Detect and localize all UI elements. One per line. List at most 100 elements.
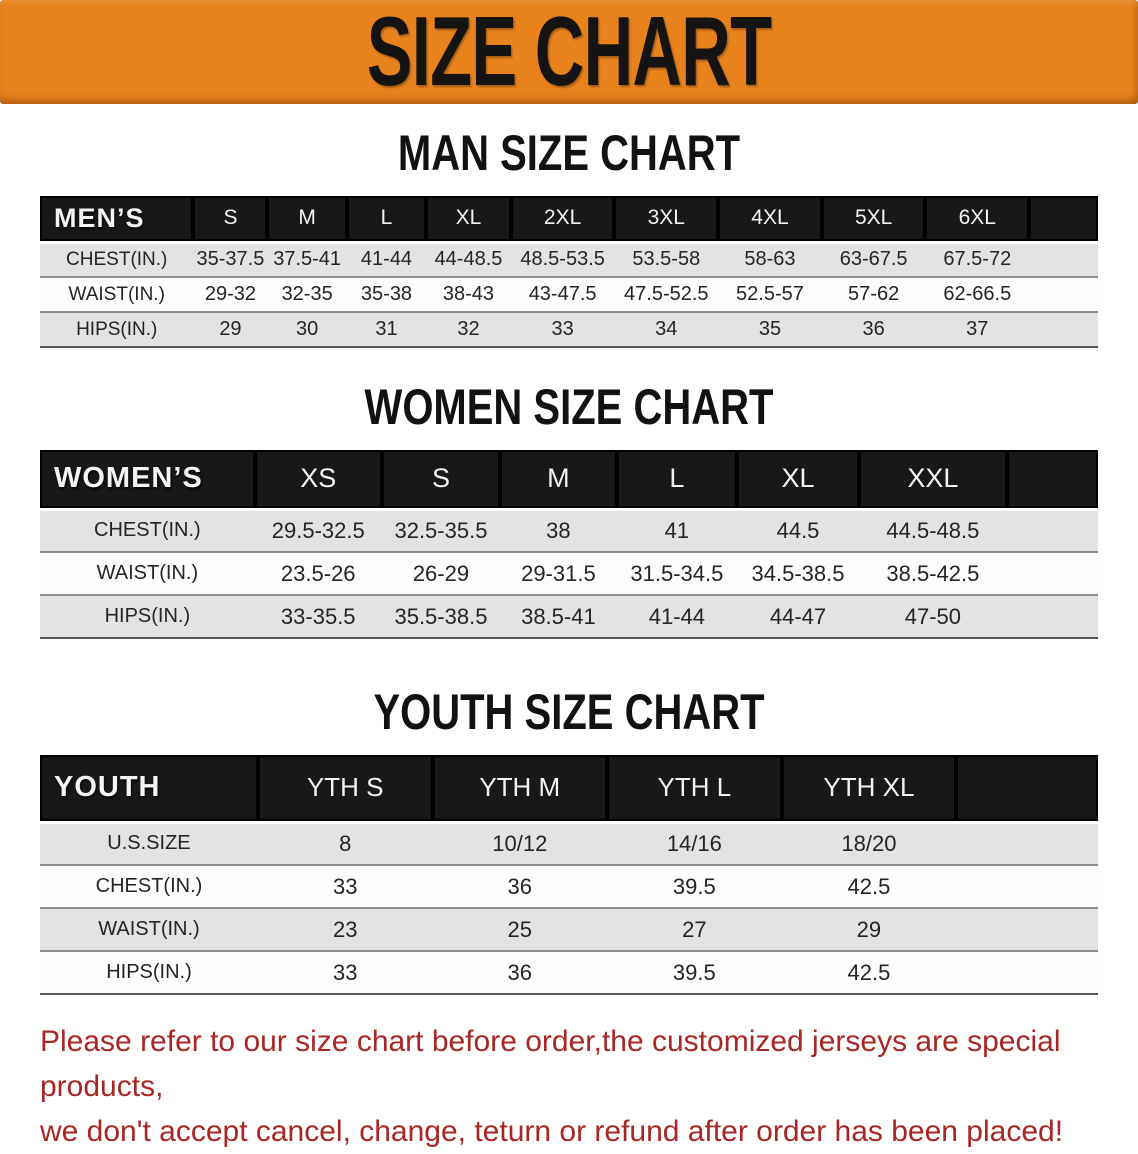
filler-cell: [956, 907, 1098, 951]
size-value: 33-35.5: [254, 594, 382, 638]
women-section-heading: WOMEN SIZE CHART: [364, 379, 774, 435]
size-value: 44.5-48.5: [858, 509, 1007, 552]
size-value: 38-43: [426, 276, 511, 312]
size-value: 36: [821, 311, 926, 347]
youth-size-table: YOUTH YTH S YTH M YTH L YTH XL U.S.SIZE 8 10/12…: [40, 755, 1098, 995]
size-value: 34.5-38.5: [737, 551, 859, 595]
filler-cell: [1006, 509, 1098, 552]
size-value: 38: [500, 509, 617, 552]
table-title-cell: WOMEN’S: [40, 450, 255, 511]
size-value: 42.5: [781, 864, 957, 908]
size-value: 35-37.5: [193, 242, 268, 277]
column-header: S: [193, 196, 268, 244]
size-value: 44.5: [737, 509, 859, 552]
size-value: 33: [257, 864, 433, 908]
row-label: CHEST(IN.): [40, 864, 258, 908]
size-value: 41: [616, 509, 738, 552]
women-size-table: WOMEN’S XS S M L XL XXL CHEST(IN.) 29.5-32.5 32.5…: [40, 450, 1098, 639]
filler-cell: [1029, 242, 1098, 277]
size-value: 29-31.5: [500, 551, 617, 595]
column-header: L: [346, 196, 427, 244]
filler-cell: [1029, 311, 1098, 347]
row-label: HIPS(IN.): [40, 594, 255, 638]
size-value: 35-38: [346, 276, 427, 312]
men-size-table: MEN’S S M L XL 2XL 3XL 4XL 5XL 6XL CHEST(IN.) 35-37…: [40, 196, 1098, 348]
column-header: 6XL: [925, 196, 1030, 244]
size-value: 27: [607, 907, 782, 951]
size-value: 43-47.5: [510, 276, 615, 312]
column-header: L: [616, 450, 738, 511]
column-header: 3XL: [614, 196, 719, 244]
filler-cell: [1029, 196, 1098, 244]
table-row: WAIST(IN.) 23 25 27 29: [40, 907, 1098, 951]
size-value: 10/12: [432, 822, 608, 865]
size-value: 30: [267, 311, 347, 347]
table-row: HIPS(IN.) 29 30 31 32 33 34 35 36 37: [40, 311, 1098, 347]
disclaimer-line-1: Please refer to our size chart before or…: [40, 1025, 1061, 1103]
section-men: MAN SIZE CHART MEN’S S M L XL 2XL 3XL 4XL 5XL 6XL…: [0, 128, 1138, 348]
size-value: 32: [426, 311, 511, 347]
column-header: YTH M: [432, 755, 608, 824]
size-value: 62-66.5: [925, 276, 1030, 312]
size-value: 52.5-57: [718, 276, 822, 312]
table-title-cell: YOUTH: [40, 755, 258, 824]
size-value: 58-63: [718, 242, 822, 277]
size-value: 29.5-32.5: [254, 509, 382, 552]
disclaimer: Please refer to our size chart before or…: [40, 1019, 1098, 1154]
size-value: 36: [432, 950, 608, 994]
size-value: 57-62: [821, 276, 926, 312]
column-header: YTH XL: [781, 755, 957, 824]
size-value: 35: [718, 311, 822, 347]
column-header: XL: [737, 450, 859, 511]
size-value: 31.5-34.5: [616, 551, 738, 595]
page-title: SIZE CHART: [366, 0, 772, 107]
size-value: 8: [257, 822, 433, 865]
size-value: 47-50: [858, 594, 1007, 638]
size-value: 42.5: [781, 950, 957, 994]
table-row: U.S.SIZE 8 10/12 14/16 18/20: [40, 822, 1098, 865]
size-value: 47.5-52.5: [614, 276, 719, 312]
size-value: 37: [925, 311, 1030, 347]
size-value: 33: [510, 311, 615, 347]
size-value: 36: [432, 864, 608, 908]
table-row: WAIST(IN.) 23.5-26 26-29 29-31.5 31.5-34.5 34…: [40, 551, 1098, 595]
size-value: 48.5-53.5: [510, 242, 615, 277]
size-value: 32.5-35.5: [381, 509, 501, 552]
filler-cell: [1029, 276, 1098, 312]
column-header: M: [500, 450, 617, 511]
header-row: YOUTH YTH S YTH M YTH L YTH XL: [40, 755, 1098, 824]
table-row: CHEST(IN.) 35-37.5 37.5-41 41-44 44-48.5 48.5…: [40, 242, 1098, 277]
size-value: 41-44: [346, 242, 427, 277]
size-value: 35.5-38.5: [381, 594, 501, 638]
size-value: 29: [781, 907, 957, 951]
table-row: HIPS(IN.) 33-35.5 35.5-38.5 38.5-41 41-44 44-…: [40, 594, 1098, 638]
column-header: 2XL: [510, 196, 615, 244]
size-value: 37.5-41: [267, 242, 347, 277]
filler-cell: [1006, 450, 1098, 511]
column-header: M: [267, 196, 347, 244]
column-header: XS: [254, 450, 382, 511]
section-women: WOMEN SIZE CHART WOMEN’S XS S M L XL XXL CHEST(…: [0, 382, 1138, 639]
size-value: 26-29: [381, 551, 501, 595]
column-header: YTH L: [607, 755, 782, 824]
row-label: WAIST(IN.): [40, 907, 258, 951]
filler-cell: [956, 755, 1098, 824]
header-row: WOMEN’S XS S M L XL XXL: [40, 450, 1098, 511]
size-value: 41-44: [616, 594, 738, 638]
size-value: 44-48.5: [426, 242, 511, 277]
table-title-cell: MEN’S: [40, 196, 194, 244]
size-value: 39.5: [607, 950, 782, 994]
row-label: WAIST(IN.): [40, 276, 194, 312]
filler-cell: [1006, 551, 1098, 595]
column-header: 4XL: [718, 196, 822, 244]
filler-cell: [956, 950, 1098, 994]
size-value: 44-47: [737, 594, 859, 638]
size-value: 32-35: [267, 276, 347, 312]
size-value: 63-67.5: [821, 242, 926, 277]
column-header: XL: [426, 196, 511, 244]
filler-cell: [956, 822, 1098, 865]
row-label: CHEST(IN.): [40, 509, 255, 552]
men-section-heading: MAN SIZE CHART: [397, 125, 741, 181]
size-value: 38.5-41: [500, 594, 617, 638]
